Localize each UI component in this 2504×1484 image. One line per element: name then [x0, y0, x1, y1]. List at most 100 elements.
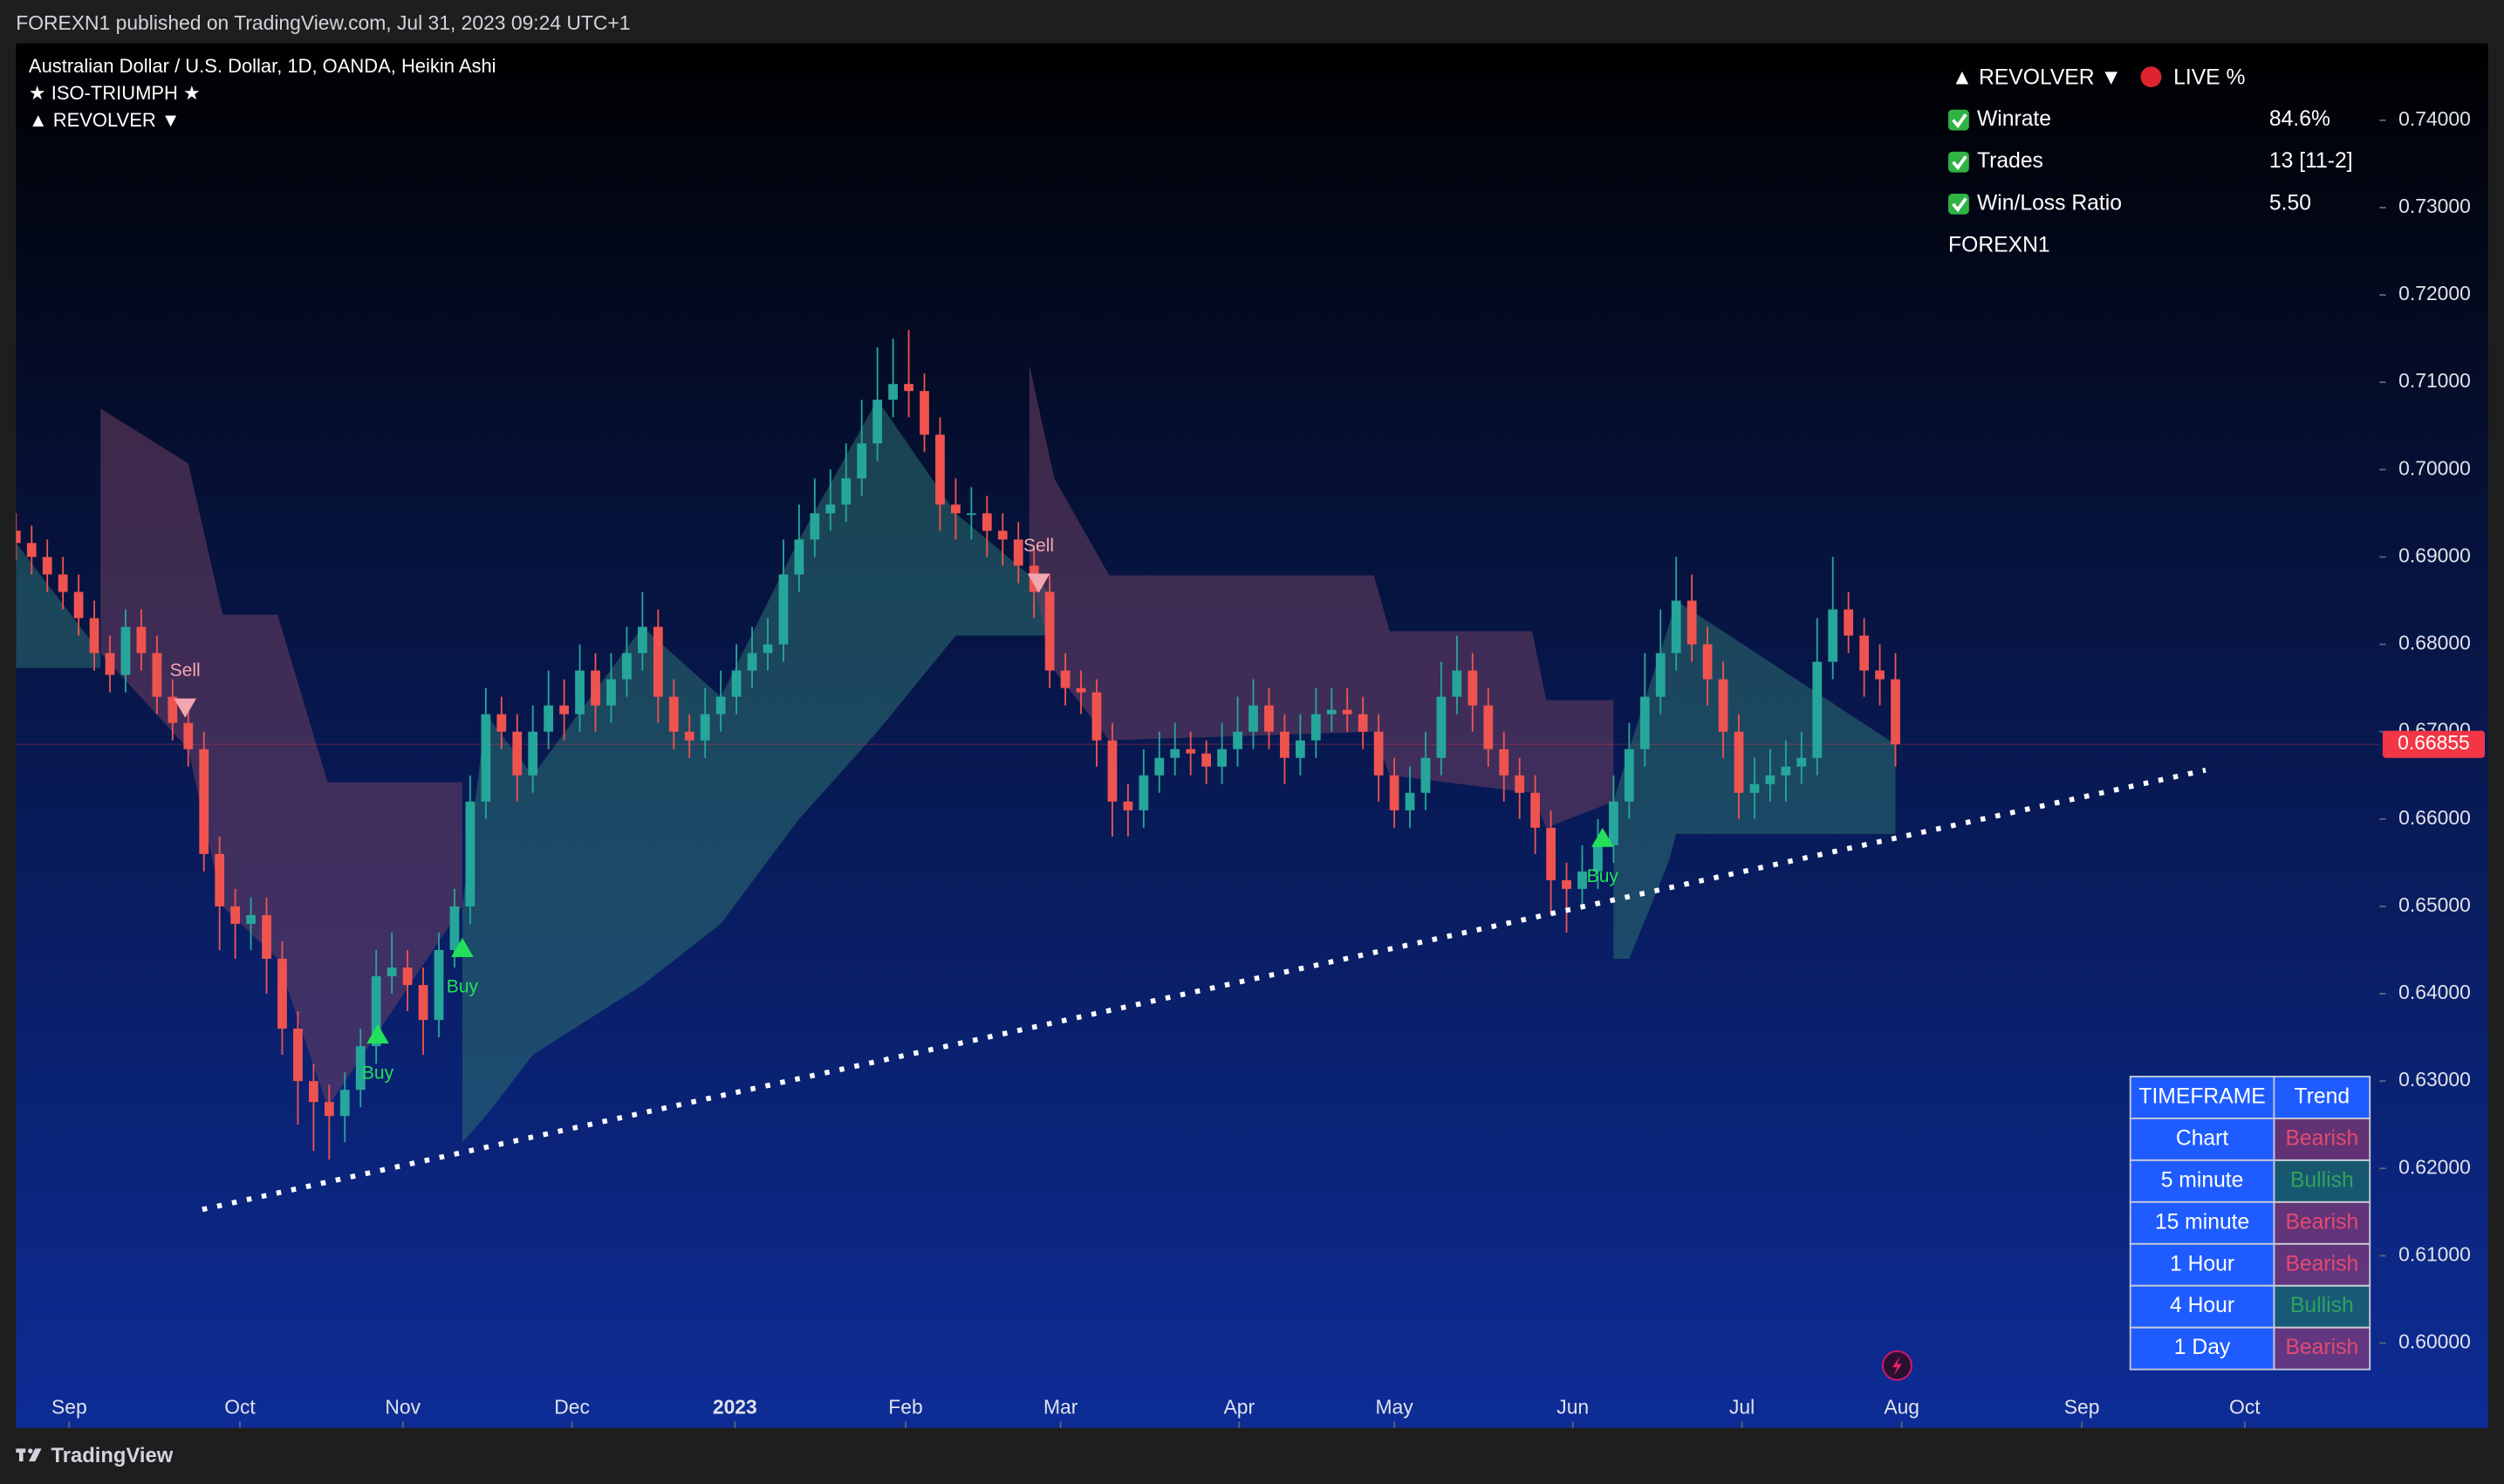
x-tick-label: Dec: [554, 1396, 590, 1419]
y-tick-label: 0.72000: [2398, 282, 2471, 304]
candle-body: [1530, 792, 1541, 828]
candle-body: [1609, 801, 1618, 845]
live-dot: [2140, 66, 2162, 88]
candle-body: [731, 670, 742, 697]
candle-body: [136, 626, 147, 653]
candle-body: [684, 731, 694, 741]
candle-body: [778, 574, 789, 645]
candle-body: [1233, 731, 1242, 749]
candle-body: [355, 1046, 366, 1091]
check-mark: [1952, 155, 1967, 171]
candle-body: [387, 968, 397, 977]
candle-body: [496, 714, 507, 732]
candle-body: [1436, 696, 1447, 758]
candle-body: [1280, 731, 1290, 758]
candle-body: [872, 400, 883, 444]
candle-body: [26, 543, 37, 557]
table-timeframe: 15 minute: [2155, 1210, 2249, 1234]
candle-body: [1875, 670, 1885, 680]
x-tick-label: 2023: [713, 1396, 757, 1419]
overlay: Australian Dollar / U.S. Dollar, 1D, OAN…: [29, 55, 2486, 1428]
candle-body: [1186, 749, 1196, 754]
lightning-icon[interactable]: [1881, 1350, 1913, 1381]
candle-body: [715, 696, 726, 715]
candle-body: [277, 958, 287, 1029]
candle-body: [89, 618, 99, 653]
candle-body: [794, 539, 804, 575]
candle-body: [262, 914, 271, 959]
candle-body: [1828, 609, 1838, 662]
candle-body: [935, 434, 945, 505]
trend-band: [1029, 365, 1614, 828]
candle-body: [42, 557, 52, 575]
candle-body: [1139, 775, 1149, 810]
candle-body: [1154, 757, 1165, 776]
y-tick-label: 0.60000: [2398, 1330, 2471, 1353]
table-cell: [2273, 1118, 2371, 1161]
table-header: Trend: [2295, 1084, 2350, 1108]
candle-body: [1405, 792, 1415, 810]
x-tick-label: May: [1375, 1396, 1413, 1419]
table-timeframe: 1 Day: [2174, 1336, 2231, 1359]
x-tick-label: Oct: [224, 1396, 256, 1419]
candle-body: [1452, 670, 1462, 697]
candle-body: [512, 731, 523, 776]
table-trend: Bullish: [2290, 1168, 2354, 1192]
x-tick-label: Jun: [1556, 1396, 1589, 1419]
candle-body: [230, 906, 241, 924]
candle-body: [1123, 801, 1133, 810]
brand-logo: [16, 1448, 42, 1462]
candle-body: [120, 626, 131, 675]
legend-entry: ▲ REVOLVER ▼: [29, 109, 181, 131]
candle-body: [810, 513, 820, 540]
signal-label: Buy: [447, 976, 479, 996]
candle-body: [997, 530, 1008, 540]
candle-body: [1546, 827, 1556, 880]
candle-body: [1812, 661, 1823, 758]
brand: TradingView: [51, 1444, 174, 1467]
candle-body: [700, 714, 710, 741]
candle-body: [339, 1090, 350, 1117]
candle-body: [73, 592, 84, 619]
info-value: 5.50: [2269, 191, 2311, 215]
candle-body: [152, 653, 162, 697]
x-tick-label: Mar: [1043, 1396, 1078, 1419]
candle-body: [168, 696, 178, 723]
candle-body: [1765, 775, 1775, 784]
y-tick-label: 0.69000: [2398, 544, 2471, 566]
candle-body: [1342, 709, 1352, 715]
table-timeframe: 4 Hour: [2170, 1294, 2234, 1317]
table-trend: Bearish: [2285, 1210, 2358, 1234]
table-header: TIMEFRAME: [2138, 1084, 2265, 1108]
trend-band: [462, 400, 1050, 1143]
candle-body: [1781, 766, 1791, 776]
table-trend: Bullish: [2290, 1294, 2354, 1317]
candle-body: [1718, 679, 1728, 732]
info-label: Trades: [1977, 149, 2043, 173]
candle-body: [1389, 775, 1399, 810]
candle-body: [1091, 692, 1102, 741]
candle-body: [199, 749, 209, 854]
table-cell: [2129, 1076, 2275, 1119]
info-footer: FOREXN1: [1948, 234, 2050, 257]
candle-body: [1170, 749, 1180, 758]
candle-body: [1060, 670, 1071, 688]
candle-body: [1217, 749, 1227, 767]
candle-body: [215, 853, 225, 906]
x-tick-label: Feb: [888, 1396, 922, 1419]
candle-body: [1796, 757, 1807, 767]
signal-marker: [1027, 573, 1050, 593]
y-tick-label: 0.71000: [2398, 369, 2471, 392]
header: FOREXN1 published on TradingView.com, Ju…: [16, 11, 630, 34]
candle-body: [1358, 714, 1368, 732]
candle-body: [1844, 609, 1854, 636]
table-trend: Bearish: [2285, 1252, 2358, 1275]
candle-body: [668, 696, 679, 732]
info-live: LIVE %: [2173, 66, 2245, 90]
candle-body: [1671, 600, 1681, 653]
y-tick-label: 0.61000: [2398, 1242, 2471, 1265]
y-tick-label: 0.68000: [2398, 632, 2471, 654]
candle-body: [528, 731, 538, 776]
check-box: [1948, 151, 1969, 173]
